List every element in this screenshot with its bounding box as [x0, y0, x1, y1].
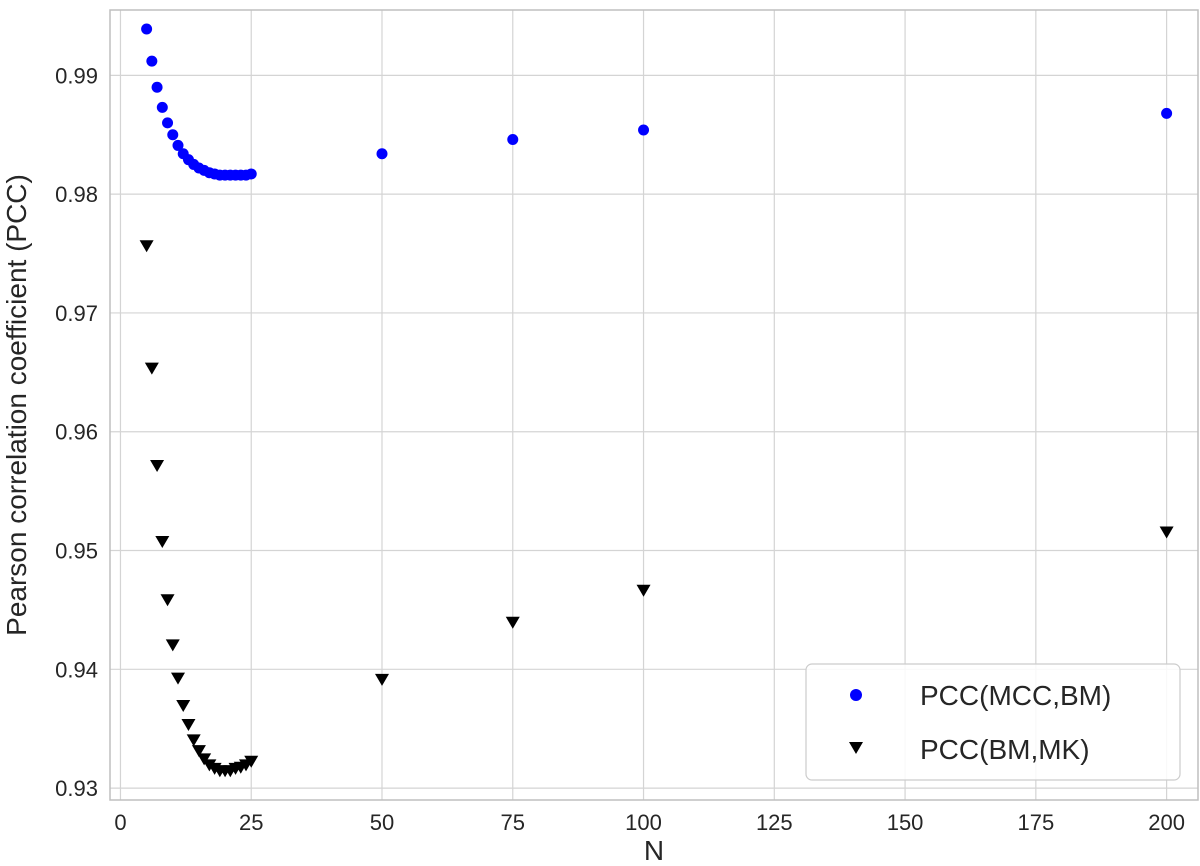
x-tick-labels: 0 25 50 75 100 125 150 175 200 [114, 810, 1185, 835]
x-tick-label: 50 [370, 810, 394, 835]
x-tick-label: 75 [501, 810, 525, 835]
data-point-circle [1161, 107, 1173, 119]
data-point-circle [638, 124, 650, 136]
data-point-triangle [171, 672, 185, 685]
y-tick-label: 0.99 [55, 63, 98, 88]
series-1 [139, 240, 1174, 778]
legend-box [805, 663, 1181, 781]
x-tick-label: 200 [1148, 810, 1185, 835]
x-tick-label: 150 [887, 810, 924, 835]
y-gridlines [110, 74, 1198, 789]
data-point-circle [151, 81, 163, 93]
data-point-circle [376, 148, 388, 160]
data-point-triangle [505, 616, 520, 629]
data-point-triangle [176, 699, 191, 712]
data-marks [139, 23, 1174, 778]
data-point-triangle [191, 745, 206, 758]
data-point-circle [146, 55, 158, 67]
x-tick-label: 100 [625, 810, 662, 835]
legend-marker-pcc-mcc-bm [850, 689, 862, 701]
legend-marker-pcc-bm-mk [849, 742, 863, 754]
data-point-triangle [144, 362, 159, 375]
y-tick-label: 0.96 [55, 420, 98, 445]
plot-frame [109, 9, 1199, 801]
y-tick-label: 0.94 [55, 657, 98, 682]
y-tick-label: 0.93 [55, 776, 98, 801]
data-point-triangle [636, 584, 651, 597]
y-tick-label: 0.97 [55, 301, 98, 326]
data-point-circle [162, 117, 174, 129]
y-axis-label: Pearson correlation coefficient (PCC) [1, 174, 32, 636]
data-point-triangle [244, 755, 259, 768]
data-point-circle [156, 101, 168, 113]
y-tick-labels: 0.93 0.94 0.95 0.96 0.97 0.98 0.99 [55, 63, 98, 801]
series-0 [141, 23, 1173, 181]
data-point-triangle [186, 734, 201, 747]
y-tick-label: 0.95 [55, 539, 98, 564]
data-point-circle [245, 168, 257, 180]
data-point-circle [167, 129, 179, 141]
y-tick-label: 0.98 [55, 182, 98, 207]
legend: PCC(MCC,BM) PCC(BM,MK) [805, 663, 1181, 781]
x-tick-label: 125 [756, 810, 793, 835]
x-tick-label: 25 [239, 810, 263, 835]
data-point-circle [172, 139, 184, 151]
data-point-triangle [1159, 526, 1174, 539]
legend-label-pcc-bm-mk: PCC(BM,MK) [920, 734, 1090, 765]
data-point-triangle [181, 718, 196, 731]
data-point-triangle [150, 459, 165, 472]
data-point-circle [141, 23, 153, 35]
data-point-triangle [155, 536, 170, 549]
data-point-circle [507, 133, 519, 145]
data-point-triangle [375, 673, 389, 686]
x-axis-label: N [644, 835, 664, 866]
data-point-triangle [139, 240, 154, 253]
data-point-triangle [165, 639, 180, 652]
data-point-triangle [160, 594, 175, 607]
x-tick-label: 175 [1017, 810, 1054, 835]
legend-label-pcc-mcc-bm: PCC(MCC,BM) [920, 680, 1111, 711]
x-tick-label: 0 [114, 810, 126, 835]
